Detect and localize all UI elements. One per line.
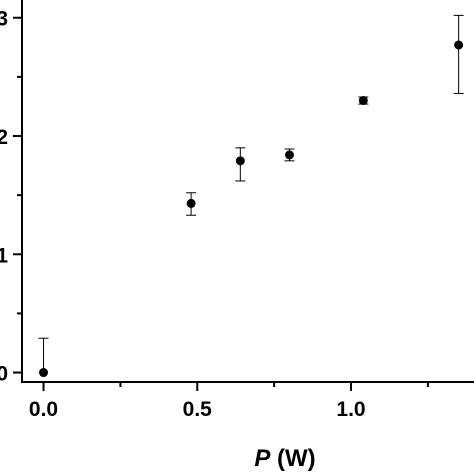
- data-point-4: [358, 96, 368, 106]
- x-axis-symbol: P: [254, 445, 271, 472]
- data-point-0: [39, 368, 49, 378]
- plot-axes: [21, 0, 474, 383]
- x-axis-title: P (W): [254, 445, 315, 472]
- x-tick-label-1: 0.5: [183, 398, 213, 421]
- y-tick-label-1: 1: [0, 244, 8, 267]
- y-tick-label-0: 0: [0, 363, 8, 386]
- data-points: [39, 40, 464, 378]
- y-tick-label-2: 2: [0, 126, 8, 149]
- data-point-3: [285, 150, 295, 160]
- x-tick-label-0: 0.0: [29, 398, 58, 421]
- data-point-5: [454, 40, 464, 50]
- y-tick-label-3: 3: [0, 8, 8, 31]
- data-point-2: [235, 156, 245, 166]
- axis-ticks: [13, 16, 429, 391]
- x-axis-unit: (W): [270, 445, 315, 472]
- x-tick-label-2: 1.0: [336, 398, 365, 421]
- tick-labels: 0.0 0.5 1.0 0 1 2 3: [0, 8, 366, 421]
- data-point-1: [186, 198, 196, 208]
- error-bars: [38, 14, 464, 373]
